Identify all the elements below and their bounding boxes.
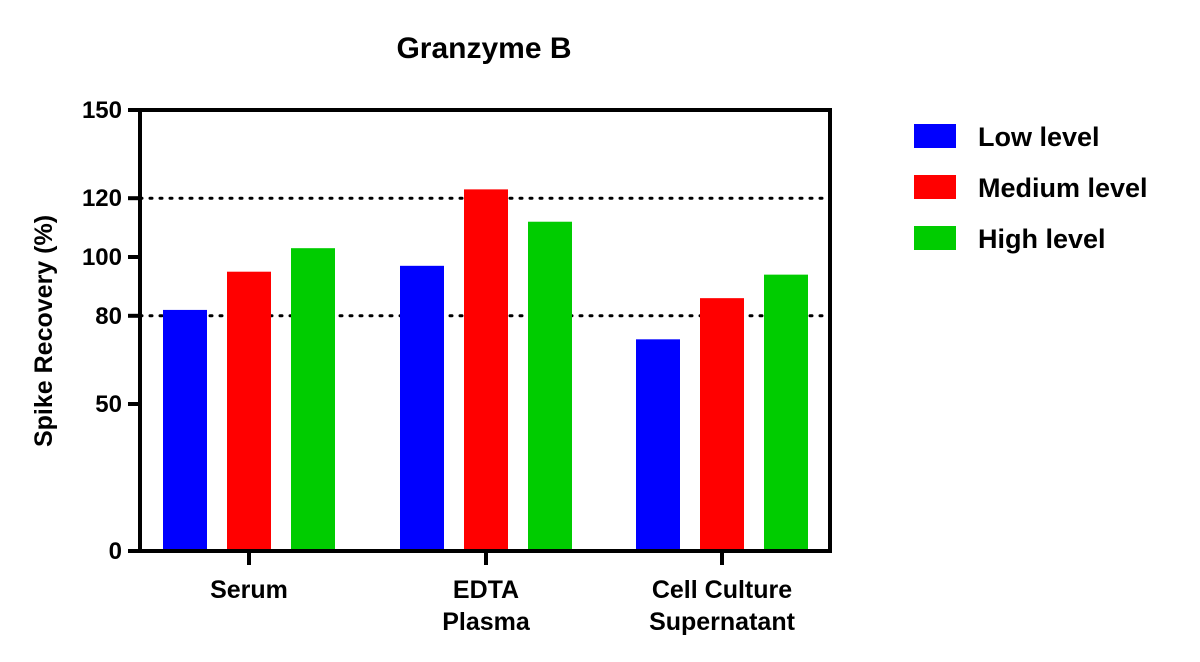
y-tick-label-100: 100 bbox=[82, 244, 122, 271]
bar-low-level-2 bbox=[636, 339, 680, 551]
chart-title: Granzyme B bbox=[396, 32, 571, 65]
bar-high-level-0 bbox=[291, 248, 335, 551]
x-tick-label-1-1: Plasma bbox=[442, 608, 531, 636]
x-ticks: Serum EDTA Plasma Cell Culture Supernatant bbox=[210, 551, 796, 636]
legend-label-high-level: High level bbox=[978, 224, 1106, 254]
bars bbox=[163, 189, 808, 551]
legend-swatch-medium-level bbox=[914, 175, 956, 199]
x-tick-label-2-1: Supernatant bbox=[649, 608, 796, 636]
y-tick-label-150: 150 bbox=[82, 97, 122, 124]
legend-label-low-level: Low level bbox=[978, 122, 1100, 152]
y-tick-label-120: 120 bbox=[82, 185, 122, 212]
legend-swatch-low-level bbox=[914, 124, 956, 148]
bar-medium-level-2 bbox=[700, 298, 744, 551]
x-tick-label-2-0: Cell Culture bbox=[652, 576, 792, 604]
bar-high-level-1 bbox=[528, 221, 572, 551]
legend-label-medium-level: Medium level bbox=[978, 173, 1148, 203]
bar-medium-level-0 bbox=[227, 271, 271, 551]
bar-low-level-0 bbox=[163, 309, 207, 551]
y-axis-label: Spike Recovery (%) bbox=[30, 215, 58, 447]
bar-medium-level-1 bbox=[464, 189, 508, 551]
x-tick-label-0-0: Serum bbox=[210, 576, 288, 604]
y-tick-label-50: 50 bbox=[95, 391, 122, 418]
bar-low-level-1 bbox=[400, 265, 444, 551]
legend-swatch-high-level bbox=[914, 226, 956, 250]
y-tick-label-80: 80 bbox=[95, 303, 122, 330]
legend: Low level Medium level High level bbox=[914, 122, 1148, 254]
bar-high-level-2 bbox=[764, 274, 808, 551]
y-tick-label-0: 0 bbox=[109, 538, 122, 565]
x-tick-label-1-0: EDTA bbox=[453, 576, 519, 604]
y-ticks: 0 50 80 100 120 150 bbox=[82, 97, 140, 565]
